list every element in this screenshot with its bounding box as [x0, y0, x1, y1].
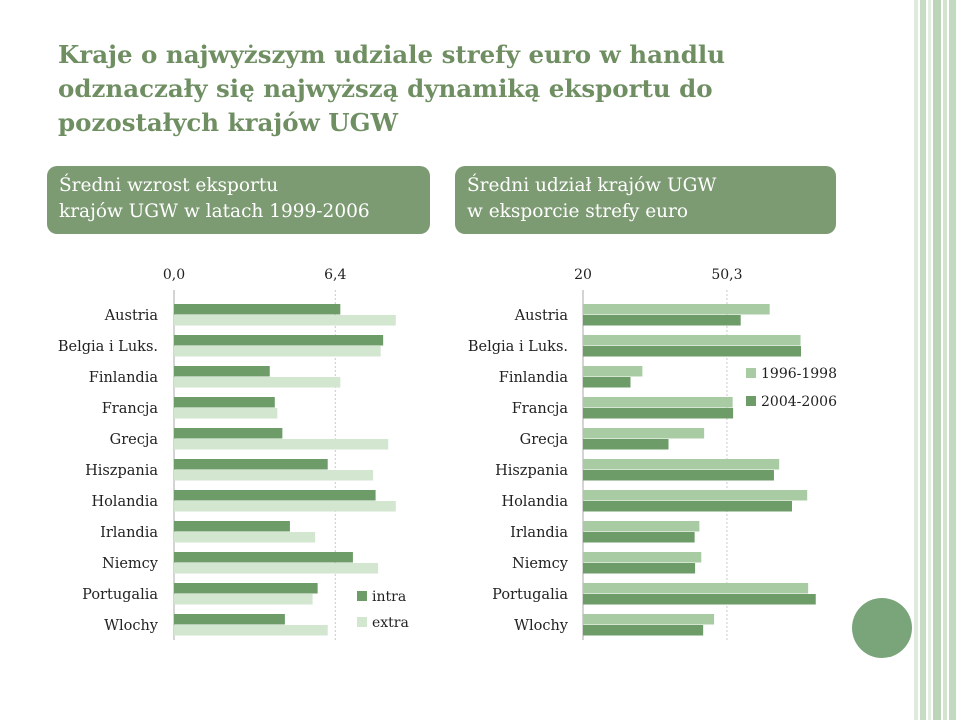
- bar-2004-2006: [583, 625, 704, 636]
- bar-1996-1998: [583, 583, 809, 594]
- bar-extra: [174, 408, 278, 419]
- bar-extra: [174, 501, 396, 512]
- legend-swatch: [357, 617, 367, 627]
- category-label: Holandia: [91, 494, 158, 510]
- category-label: Finlandia: [499, 370, 569, 386]
- category-label: Belgia i Luks.: [468, 339, 568, 355]
- legend-label: 1996-1998: [761, 366, 837, 382]
- right-chart-header-line1: Średni udział krajów UGW: [467, 175, 717, 196]
- category-label: Austria: [104, 308, 159, 324]
- bar-intra: [174, 366, 270, 377]
- bar-intra: [174, 583, 318, 594]
- decorative-circle: [852, 598, 912, 658]
- category-label: Belgia i Luks.: [58, 339, 158, 355]
- bar-intra: [174, 459, 328, 470]
- category-label: Grecja: [520, 432, 569, 448]
- legend-swatch: [746, 396, 756, 406]
- category-label: Hiszpania: [85, 463, 158, 479]
- bar-1996-1998: [583, 459, 780, 470]
- category-label: Holandia: [501, 494, 568, 510]
- legend-label: 2004-2006: [761, 394, 837, 410]
- category-label: Grecja: [110, 432, 159, 448]
- tick-label: 6,4: [324, 267, 346, 283]
- category-label: Portugalia: [82, 587, 158, 603]
- category-label: Austria: [514, 308, 569, 324]
- bar-intra: [174, 335, 384, 346]
- legend-label: extra: [372, 615, 409, 631]
- bar-intra: [174, 490, 376, 501]
- bar-1996-1998: [583, 614, 715, 625]
- category-label: Wlochy: [104, 618, 159, 634]
- category-label: Wlochy: [514, 618, 569, 634]
- bar-extra: [174, 594, 313, 605]
- bar-intra: [174, 428, 283, 439]
- category-label: Niemcy: [512, 556, 569, 572]
- bar-2004-2006: [583, 408, 734, 419]
- right-chart-header: Średni udział krajów UGW w eksporcie str…: [455, 166, 836, 234]
- bar-1996-1998: [583, 428, 705, 439]
- decorative-stripes: [912, 0, 960, 720]
- right-chart-header-line2: w eksporcie strefy euro: [467, 201, 689, 222]
- bar-2004-2006: [583, 563, 696, 574]
- bar-extra: [174, 346, 381, 357]
- bar-1996-1998: [583, 490, 808, 501]
- bar-extra: [174, 532, 316, 543]
- bar-extra: [174, 470, 374, 481]
- bar-2004-2006: [583, 470, 774, 481]
- bar-1996-1998: [583, 366, 643, 377]
- bar-extra: [174, 563, 379, 574]
- bar-2004-2006: [583, 346, 802, 357]
- bar-2004-2006: [583, 501, 792, 512]
- tick-label: 0,0: [163, 267, 185, 283]
- category-label: Francja: [512, 401, 569, 417]
- bar-extra: [174, 377, 341, 388]
- tick-label: 20: [574, 267, 592, 283]
- category-label: Finlandia: [89, 370, 159, 386]
- bar-extra: [174, 315, 396, 326]
- bar-2004-2006: [583, 594, 816, 605]
- legend-swatch: [746, 368, 756, 378]
- bar-2004-2006: [583, 532, 695, 543]
- slide-title: Kraje o najwyższym udziale strefy euro w…: [58, 40, 726, 137]
- tick-label: 50,3: [711, 267, 742, 283]
- bar-intra: [174, 521, 290, 532]
- category-label: Portugalia: [492, 587, 568, 603]
- bar-intra: [174, 397, 275, 408]
- category-label: Hiszpania: [495, 463, 568, 479]
- bar-extra: [174, 439, 389, 450]
- left-chart-header-line1: Średni wzrost eksportu: [59, 175, 279, 196]
- left-chart-header-line2: krajów UGW w latach 1999-2006: [59, 201, 370, 222]
- bar-1996-1998: [583, 397, 733, 408]
- legend-swatch: [357, 591, 367, 601]
- bar-intra: [174, 614, 285, 625]
- bar-intra: [174, 304, 341, 315]
- bar-2004-2006: [583, 439, 669, 450]
- bar-intra: [174, 552, 353, 563]
- bar-1996-1998: [583, 552, 702, 563]
- bar-2004-2006: [583, 315, 741, 326]
- bar-1996-1998: [583, 335, 801, 346]
- category-label: Niemcy: [102, 556, 159, 572]
- left-chart-header: Średni wzrost eksportu krajów UGW w lata…: [47, 166, 430, 234]
- category-label: Irlandia: [100, 525, 158, 541]
- legend-label: intra: [372, 589, 406, 605]
- bar-2004-2006: [583, 377, 631, 388]
- category-label: Francja: [102, 401, 159, 417]
- category-label: Irlandia: [510, 525, 568, 541]
- bar-1996-1998: [583, 304, 770, 315]
- bar-1996-1998: [583, 521, 700, 532]
- bar-extra: [174, 625, 328, 636]
